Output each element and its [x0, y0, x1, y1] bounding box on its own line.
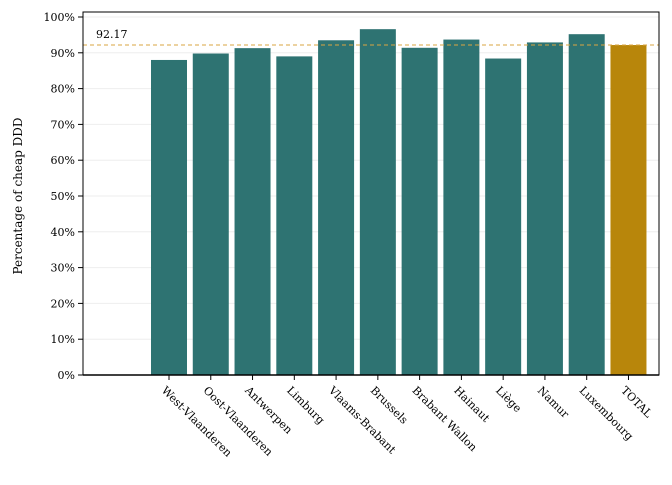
y-tick-label: 90%	[51, 47, 75, 60]
y-tick-label: 30%	[51, 262, 75, 275]
y-axis-title: Percentage of cheap DDD	[11, 117, 25, 274]
x-tick-label: West-Vlaanderen	[159, 384, 235, 460]
y-tick-label: 100%	[44, 11, 75, 24]
bar-12	[610, 45, 647, 375]
bar-2	[192, 53, 229, 376]
x-tick-label: Namur	[535, 384, 572, 421]
x-tick-label: Brussels	[368, 384, 411, 427]
y-tick-label: 50%	[51, 190, 75, 203]
bar-9	[485, 58, 522, 375]
y-tick-label: 20%	[51, 297, 75, 310]
bar-4	[276, 56, 313, 375]
bar-3	[234, 48, 271, 376]
y-tick-label: 60%	[51, 154, 75, 167]
reference-line-label: 92.17	[96, 28, 128, 41]
x-tick-label: TOTAL	[618, 384, 655, 421]
y-tick-label: 40%	[51, 226, 75, 239]
bar-8	[443, 39, 480, 375]
bar-11	[568, 34, 605, 376]
x-tick-label: Limburg	[284, 384, 327, 427]
y-tick-label: 80%	[51, 83, 75, 96]
bar-7	[401, 47, 438, 376]
x-tick-label: Hainaut	[451, 384, 492, 425]
bar-1	[151, 59, 187, 376]
bar-10	[526, 42, 563, 375]
bar-layer	[151, 29, 647, 376]
x-tick-label: Liège	[493, 384, 524, 415]
reference-line-layer: 92.17	[83, 28, 659, 46]
bar-5	[318, 40, 355, 376]
bar-6	[359, 29, 396, 376]
y-tick-label: 0%	[58, 369, 75, 382]
y-tick-label: 10%	[51, 333, 75, 346]
y-tick-label: 70%	[51, 118, 75, 131]
